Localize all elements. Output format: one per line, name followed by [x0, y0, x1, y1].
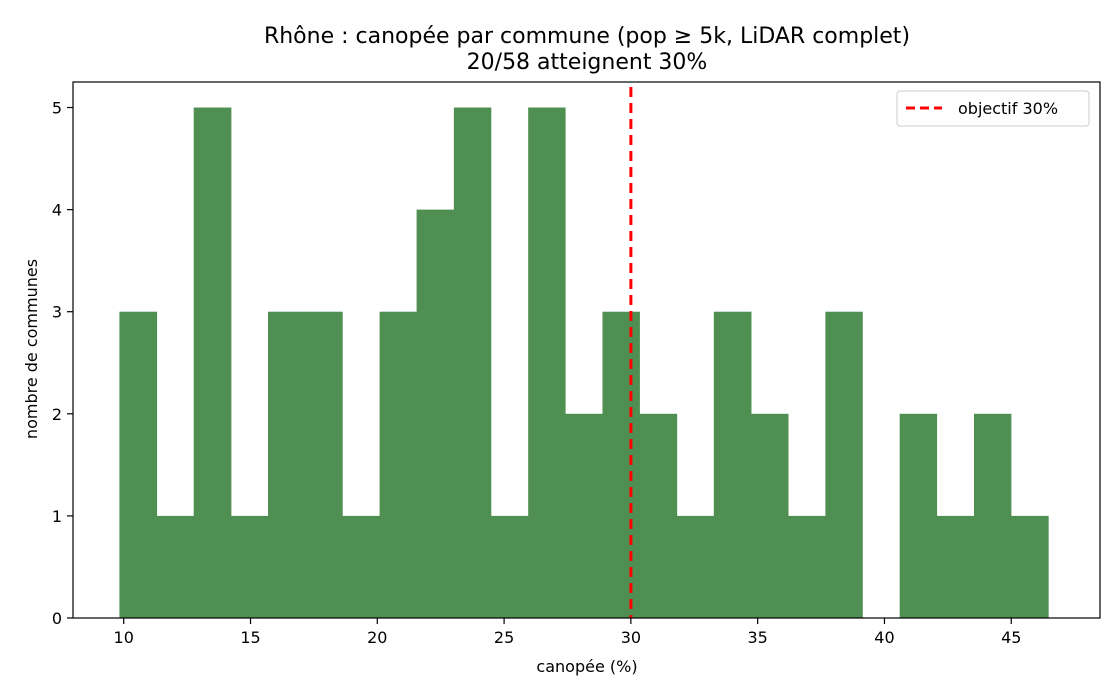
- histogram-bar: [565, 413, 603, 618]
- y-tick-label: 5: [52, 99, 62, 118]
- histogram-bar: [379, 311, 418, 618]
- histogram-bar: [676, 515, 715, 618]
- y-tick-label: 0: [52, 609, 62, 628]
- histogram-bar: [602, 311, 640, 618]
- x-tick-label: 45: [1001, 628, 1021, 647]
- histogram-bar: [713, 311, 752, 618]
- histogram-bar: [973, 413, 1012, 618]
- x-tick-label: 30: [621, 628, 641, 647]
- histogram-bar: [751, 413, 789, 618]
- legend-box: [896, 90, 1090, 127]
- y-tick-label: 2: [52, 405, 62, 424]
- x-axis-label: canopée (%): [536, 657, 637, 676]
- y-tick-label: 1: [52, 507, 62, 526]
- histogram-bars: [119, 107, 1049, 619]
- y-axis-ticks: 0 1 2 3 4 5: [52, 99, 73, 628]
- x-tick-label: 35: [747, 628, 767, 647]
- y-axis-label: nombre de communes: [22, 259, 41, 439]
- x-tick-label: 10: [114, 628, 134, 647]
- histogram-bar: [342, 515, 380, 618]
- histogram-bar: [825, 311, 863, 618]
- x-tick-label: 40: [874, 628, 894, 647]
- histogram-bar: [528, 107, 566, 619]
- chart-subtitle: 20/58 atteignent 30%: [467, 50, 708, 75]
- chart-title: Rhône : canopée par commune (pop ≥ 5k, L…: [264, 24, 910, 49]
- y-tick-label: 3: [52, 303, 62, 322]
- histogram-bar: [490, 515, 529, 618]
- histogram-bar: [268, 311, 306, 618]
- histogram-bar: [936, 515, 975, 618]
- plot-area-frame: [72, 81, 1101, 619]
- x-tick-label: 20: [367, 628, 387, 647]
- histogram-bar: [119, 311, 158, 618]
- legend: objectif 30%: [896, 90, 1090, 127]
- histogram-bar: [156, 515, 195, 618]
- x-axis-ticks: 10 15 20 25 30 35 40 45: [114, 618, 1021, 647]
- histogram-bar: [1010, 515, 1049, 618]
- histogram-bar: [788, 515, 826, 618]
- histogram-bar: [230, 515, 269, 618]
- y-tick-label: 4: [52, 201, 62, 220]
- histogram-bar: [899, 413, 938, 618]
- histogram-bar: [639, 413, 678, 618]
- histogram-bar: [416, 209, 455, 618]
- legend-label: objectif 30%: [958, 99, 1058, 118]
- histogram-bar: [193, 107, 232, 619]
- histogram-bar: [305, 311, 343, 618]
- x-tick-label: 15: [240, 628, 260, 647]
- histogram-bar: [453, 107, 492, 619]
- x-tick-label: 25: [494, 628, 514, 647]
